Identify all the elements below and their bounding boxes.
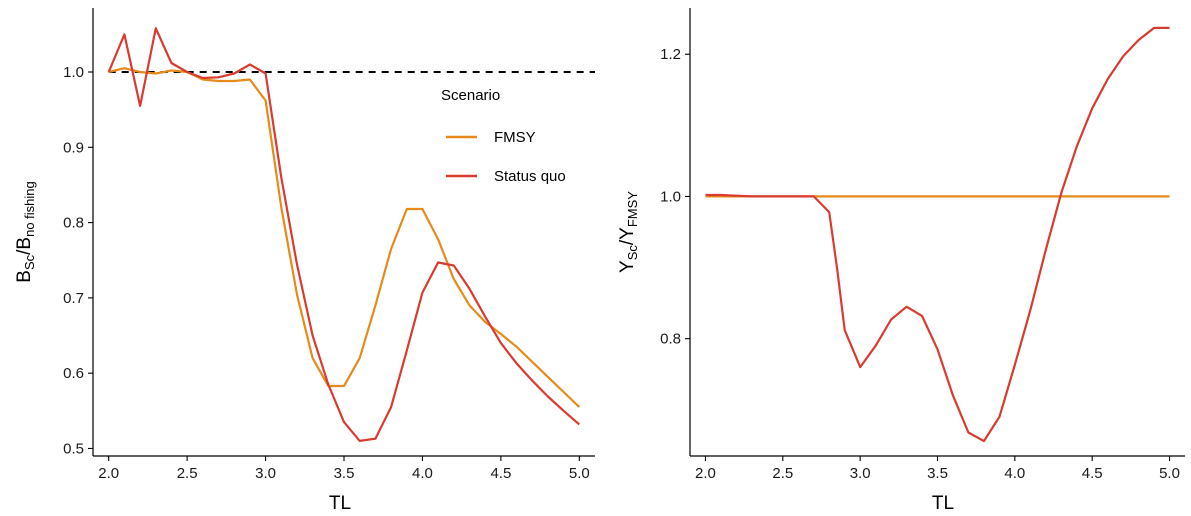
legend-label-fmsy: FMSY — [494, 129, 536, 146]
series-line-status-quo — [107, 27, 581, 442]
right-plot-marks — [705, 26, 1170, 443]
left-y-axis-title: BSc/Bno fishing — [14, 181, 37, 282]
y-tick-label: 0.6 — [63, 365, 84, 382]
x-tick-label: 3.0 — [850, 465, 871, 482]
left-plot-marks — [107, 27, 595, 442]
x-tick-label: 4.5 — [490, 465, 511, 482]
left-ylabel-main2: B — [14, 237, 35, 250]
series-line-fmsy — [108, 67, 581, 408]
left-axes-ticks: 2.0 2.5 3.0 3.5 4.0 4.5 5.0 0.5 0.6 0.7 0.8 0.9 1.0 — [63, 64, 590, 482]
x-tick-label: 2.5 — [177, 465, 198, 482]
x-tick-label: 3.5 — [334, 465, 355, 482]
right-ylabel-sub1: Sc — [625, 245, 640, 261]
x-tick-label: 2.5 — [772, 465, 793, 482]
right-y-axis-title: YSc/YFMSY — [617, 191, 640, 273]
y-tick-label: 0.7 — [63, 290, 84, 307]
x-tick-label: 5.0 — [569, 465, 590, 482]
x-tick-label: 2.0 — [695, 465, 716, 482]
left-ylabel-sub2: no fishing — [22, 181, 37, 237]
series-line-status-quo — [705, 26, 1170, 443]
y-tick-label: 0.8 — [660, 331, 681, 348]
left-x-axis-title: TL — [329, 493, 351, 514]
right-axes-ticks: 2.0 2.5 3.0 3.5 4.0 4.5 5.0 0.8 1.0 1.2 — [660, 46, 1180, 482]
right-panel: 2.0 2.5 3.0 3.5 4.0 4.5 5.00.81.01.2 TL YSc/YF… — [617, 8, 1185, 514]
y-tick-label: 0.8 — [63, 215, 84, 232]
right-ylabel-sep: / — [617, 239, 638, 245]
left-ylabel-main1: B — [14, 270, 35, 283]
legend-label-status-quo: Status quo — [494, 168, 566, 185]
x-tick-label: 3.0 — [255, 465, 276, 482]
legend: Scenario FMSY Status quo — [441, 87, 566, 185]
left-ylabel-sep: / — [14, 249, 35, 255]
y-tick-label: 1.0 — [660, 188, 681, 205]
left-ylabel-sub1: Sc — [22, 254, 37, 270]
legend-title: Scenario — [441, 87, 500, 104]
x-tick-label: 3.5 — [927, 465, 948, 482]
right-ylabel-main2: Y — [617, 227, 638, 240]
x-tick-label: 4.5 — [1082, 465, 1103, 482]
y-tick-label: 0.5 — [63, 440, 84, 457]
left-panel: 2.0 2.5 3.0 3.5 4.0 4.5 5.00.50.60.70.80.91.0 … — [14, 8, 595, 514]
right-x-axis-title: TL — [932, 493, 954, 514]
y-tick-label: 1.2 — [660, 46, 681, 63]
x-tick-label: 5.0 — [1159, 465, 1180, 482]
right-ylabel-sub2: FMSY — [625, 191, 640, 227]
x-tick-label: 4.0 — [1004, 465, 1025, 482]
right-ylabel-main1: Y — [617, 260, 638, 273]
y-tick-label: 0.9 — [63, 139, 84, 156]
y-tick-label: 1.0 — [63, 64, 84, 81]
x-tick-label: 2.0 — [98, 465, 119, 482]
x-tick-label: 4.0 — [412, 465, 433, 482]
